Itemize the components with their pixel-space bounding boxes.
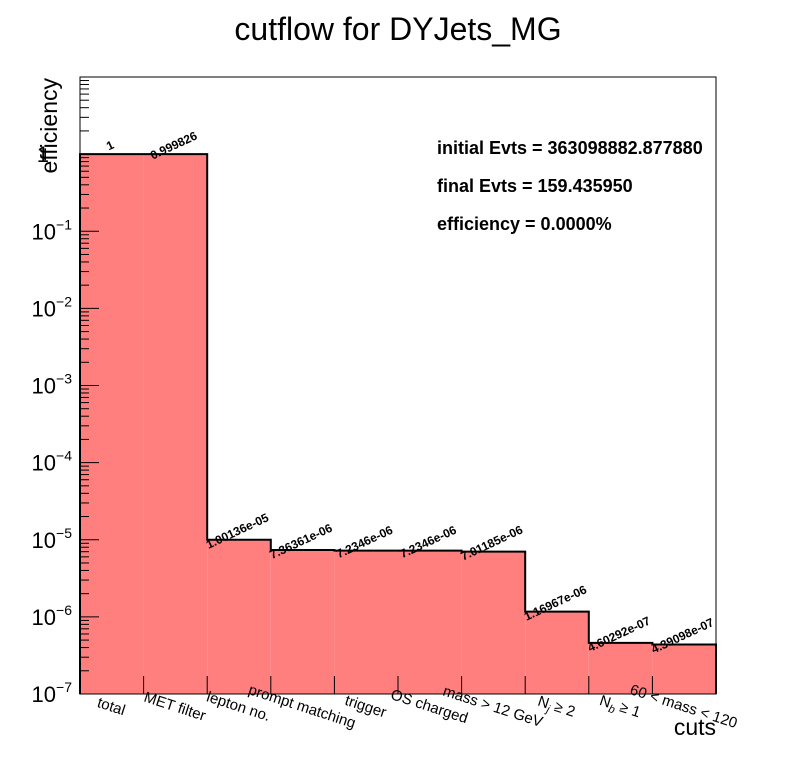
y-tick-base: 10 bbox=[32, 605, 56, 630]
annotation-line-0: initial Evts = 363098882.877880 bbox=[437, 138, 703, 158]
bar-3 bbox=[270, 550, 335, 694]
y-tick-base: 10 bbox=[32, 296, 56, 321]
y-tick-label-0: 10−7 bbox=[32, 679, 73, 707]
bar-2 bbox=[207, 539, 271, 694]
y-tick-exponent: −1 bbox=[56, 216, 72, 232]
annotation-box: initial Evts = 363098882.877880 final Evt… bbox=[437, 138, 703, 234]
y-tick-base: 10 bbox=[32, 451, 56, 476]
value-label-0: 1 bbox=[104, 138, 116, 154]
y-tick-exponent: −4 bbox=[56, 448, 72, 464]
y-tick-base: 10 bbox=[32, 219, 56, 244]
category-label-8: Nb ≥ 1 bbox=[597, 692, 643, 724]
category-sub: j bbox=[543, 703, 551, 716]
y-tick-exponent: −5 bbox=[56, 525, 72, 541]
category-label-7: Nj ≥ 2 bbox=[535, 693, 578, 724]
y-tick-label-1: 10−6 bbox=[32, 602, 73, 630]
category-main: N bbox=[536, 693, 552, 713]
bar-9 bbox=[652, 644, 716, 694]
y-tick-label-7: 1 bbox=[37, 142, 49, 167]
y-tick-label-6: 10−1 bbox=[32, 216, 73, 244]
y-tick-base: 10 bbox=[32, 682, 56, 707]
annotation-line-2: efficiency = 0.0000% bbox=[437, 214, 612, 234]
y-tick-label-4: 10−3 bbox=[32, 371, 73, 399]
y-tick-exponent: −7 bbox=[56, 679, 72, 695]
y-tick-base: 10 bbox=[32, 528, 56, 553]
annotation-line-1: final Evts = 159.435950 bbox=[437, 176, 633, 196]
bar-8 bbox=[588, 642, 653, 694]
category-label-0: total bbox=[95, 694, 127, 719]
y-tick-exponent: −6 bbox=[56, 602, 72, 618]
category-main: N bbox=[597, 692, 613, 712]
category-sub: b bbox=[607, 703, 617, 716]
bar-4 bbox=[334, 550, 398, 694]
category-rest: ≥ 2 bbox=[548, 697, 577, 721]
bar-1 bbox=[143, 154, 208, 694]
y-tick-label-2: 10−5 bbox=[32, 525, 73, 553]
y-axis-title: efficiency bbox=[36, 78, 62, 174]
bar-7 bbox=[525, 611, 589, 694]
y-tick-label-3: 10−4 bbox=[32, 448, 73, 476]
bar-0 bbox=[80, 154, 144, 694]
y-tick-exponent: −3 bbox=[56, 371, 72, 387]
chart-title: cutflow for DYJets_MG bbox=[234, 11, 561, 47]
y-tick-exponent: −2 bbox=[56, 293, 72, 309]
category-rest: ≥ 1 bbox=[614, 697, 643, 721]
x-axis-title: cuts bbox=[674, 714, 716, 740]
bar-6 bbox=[461, 551, 526, 694]
y-tick-label-5: 10−2 bbox=[32, 293, 73, 321]
histogram-outline bbox=[79, 153, 717, 694]
bar-5 bbox=[398, 550, 462, 694]
y-tick-base: 10 bbox=[32, 374, 56, 399]
category-main: total bbox=[95, 694, 127, 719]
